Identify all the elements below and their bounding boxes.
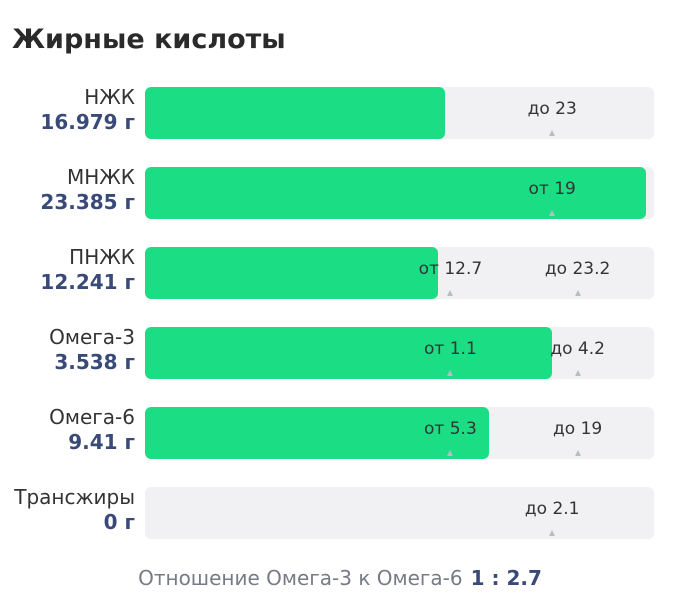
- nutrient-label: Омега-3 3.538 г: [49, 325, 135, 375]
- nutrient-row: НЖК 16.979 г до 23: [0, 85, 680, 141]
- progress-fill: [145, 247, 438, 299]
- progress-fill: [145, 167, 647, 219]
- omega-ratio-value: 1 : 2.7: [470, 566, 542, 590]
- progress-track: от 1.1 до 4.2: [145, 327, 654, 379]
- progress-track: до 2.1: [145, 487, 654, 539]
- section-title: Жирные кислоты: [12, 24, 286, 55]
- range-marker-label: до 23: [527, 99, 577, 119]
- nutrient-amount: 3.538 г: [54, 350, 135, 374]
- progress-track: от 12.7 до 23.2: [145, 247, 654, 299]
- marker-triangle-icon: [549, 210, 556, 216]
- marker-triangle-icon: [447, 290, 454, 296]
- progress-fill: [145, 87, 446, 139]
- nutrient-row: Трансжиры 0 г до 2.1: [0, 485, 680, 541]
- nutrient-row: МНЖК 23.385 г от 19: [0, 165, 680, 221]
- nutrient-name: МНЖК: [66, 165, 135, 189]
- range-marker-label: до 19: [553, 419, 603, 439]
- nutrient-amount: 0 г: [103, 510, 135, 534]
- nutrient-name: Омега-6: [49, 405, 135, 429]
- nutrient-label: МНЖК 23.385 г: [40, 165, 135, 215]
- omega-ratio: Отношение Омега-3 к Омега-6 1 : 2.7: [0, 566, 680, 590]
- range-marker-label: от 1.1: [424, 339, 477, 359]
- marker-triangle-icon: [447, 370, 454, 376]
- nutrient-amount: 12.241 г: [40, 270, 135, 294]
- range-marker-label: до 4.2: [550, 339, 605, 359]
- range-marker-label: до 2.1: [524, 499, 580, 519]
- progress-track: до 23: [145, 87, 654, 139]
- range-marker-label: от 5.3: [424, 419, 477, 439]
- range-marker-label: от 12.7: [418, 259, 483, 279]
- nutrient-label: ПНЖК 12.241 г: [40, 245, 135, 295]
- nutrient-label: Трансжиры 0 г: [14, 485, 135, 535]
- progress-track: от 19: [145, 167, 654, 219]
- nutrient-label: НЖК 16.979 г: [40, 85, 135, 135]
- range-marker-label: от 19: [528, 179, 576, 199]
- nutrient-row: Омега-6 9.41 г от 5.3 до 19: [0, 405, 680, 461]
- marker-triangle-icon: [549, 130, 556, 136]
- nutrient-amount: 23.385 г: [40, 190, 135, 214]
- nutrient-name: Трансжиры: [14, 485, 135, 509]
- marker-triangle-icon: [574, 450, 581, 456]
- nutrient-label: Омега-6 9.41 г: [49, 405, 135, 455]
- nutrient-name: ПНЖК: [69, 245, 135, 269]
- marker-triangle-icon: [574, 290, 581, 296]
- nutrient-amount: 9.41 г: [68, 430, 135, 454]
- range-marker-label: до 23.2: [544, 259, 611, 279]
- omega-ratio-label: Отношение Омега-3 к Омега-6: [138, 566, 463, 590]
- marker-triangle-icon: [574, 370, 581, 376]
- progress-track: от 5.3 до 19: [145, 407, 654, 459]
- progress-fill: [145, 327, 553, 379]
- marker-triangle-icon: [549, 530, 556, 536]
- nutrient-name: Омега-3: [49, 325, 135, 349]
- nutrient-amount: 16.979 г: [40, 110, 135, 134]
- progress-fill: [145, 407, 489, 459]
- nutrient-name: НЖК: [84, 85, 135, 109]
- nutrient-row: Омега-3 3.538 г от 1.1 до 4.2: [0, 325, 680, 381]
- marker-triangle-icon: [447, 450, 454, 456]
- nutrient-row: ПНЖК 12.241 г от 12.7 до 23.2: [0, 245, 680, 301]
